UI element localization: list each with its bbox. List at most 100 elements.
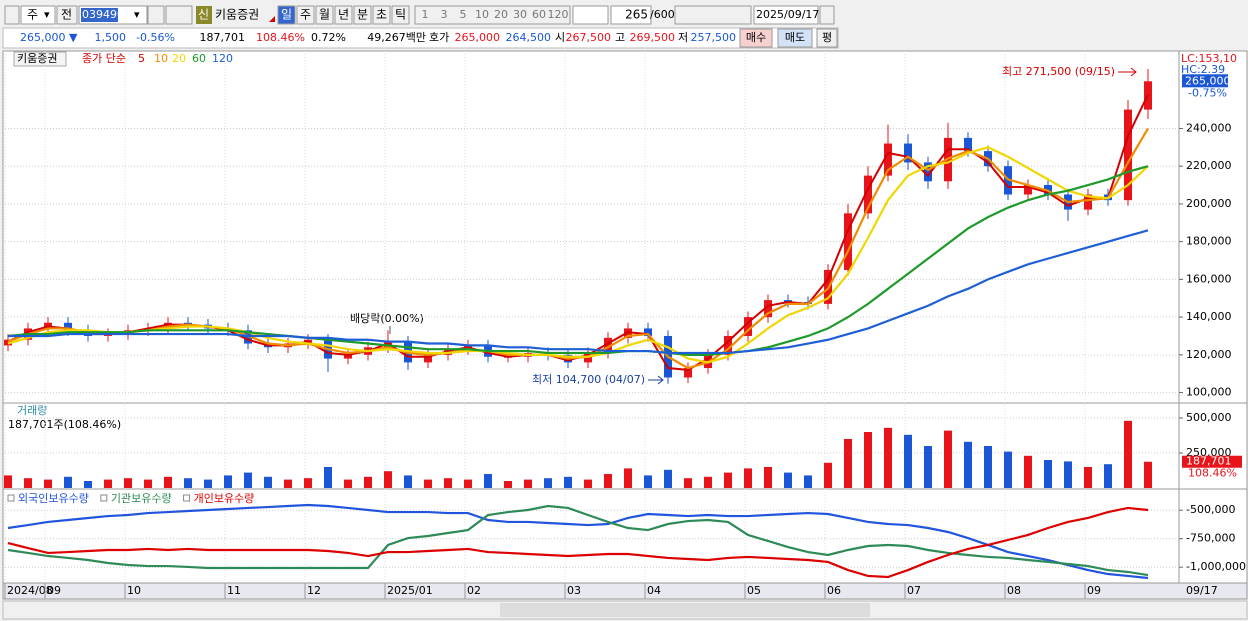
count-group — [414, 5, 571, 25]
x-tick-label: 08 — [1007, 584, 1021, 597]
volume-bar — [764, 467, 772, 488]
count: 30 — [513, 8, 527, 21]
volume-bar — [604, 474, 612, 488]
legend-entry[interactable]: 외국인보유수량 — [18, 492, 89, 505]
count: 120 — [548, 8, 569, 21]
info-turnover: 0.72% — [311, 31, 346, 44]
candle-body — [904, 143, 912, 163]
interval-button[interactable] — [296, 5, 315, 25]
x-axis-bar — [2, 582, 1248, 600]
x-tick-label: 12 — [307, 584, 321, 597]
bid: 264,500 — [506, 31, 552, 44]
volume-bar — [364, 476, 372, 488]
legend-entry[interactable]: 60 — [192, 52, 206, 65]
last-volume-rate: 108.46% — [1188, 467, 1237, 480]
legend-swatch — [7, 494, 15, 502]
low-annotation: 최저 104,700 (04/07) — [532, 373, 645, 386]
legend-entry[interactable]: 20 — [172, 52, 186, 65]
count: 5 — [460, 8, 467, 21]
blank-select[interactable] — [572, 5, 609, 25]
legend-entry[interactable]: 120 — [212, 52, 233, 65]
volume-bar — [184, 478, 192, 488]
volume-bar — [164, 476, 172, 488]
menu-button[interactable] — [4, 5, 20, 25]
dropdown-arrow: ▾ — [44, 8, 50, 21]
toolbar: 주 ▾ 전 039490 ▾ 신 키움증권 265 /600 2025/09/1… — [4, 5, 835, 25]
scope: 전 — [61, 8, 72, 22]
volume-bar — [904, 434, 912, 488]
tool-icons[interactable] — [674, 5, 752, 25]
code-selection — [81, 8, 118, 22]
lc-label: LC:153,10 — [1181, 52, 1237, 65]
y-tick-label: 200,000 — [1186, 197, 1232, 210]
period: 주 — [27, 8, 38, 22]
stock-tag — [13, 51, 67, 67]
period-select[interactable] — [20, 5, 56, 25]
buy-button[interactable] — [739, 28, 773, 48]
date-input[interactable] — [753, 5, 819, 25]
interval: 년 — [338, 8, 349, 22]
volume-bar — [524, 479, 532, 488]
candle-body — [604, 337, 612, 353]
date: 2025/09/17 — [756, 8, 819, 21]
candle-body — [64, 322, 72, 331]
volume-bar — [1124, 420, 1132, 488]
y-tick-label: -750,000 — [1186, 532, 1235, 545]
y-tick-label: -500,000 — [1186, 503, 1235, 516]
legend-entry[interactable]: 5 — [138, 52, 145, 65]
volume-bar — [964, 441, 972, 488]
interval-button[interactable] — [334, 5, 353, 25]
code: 039490 — [82, 8, 124, 21]
volume-bar — [624, 468, 632, 488]
volume-bar — [404, 475, 412, 488]
volume-bar — [1064, 461, 1072, 488]
bar-count-input[interactable] — [610, 5, 652, 25]
eval-button[interactable] — [816, 28, 838, 48]
volume-bar — [744, 468, 752, 488]
interval-button[interactable] — [353, 5, 372, 25]
holding-line — [7, 503, 1149, 580]
low: 257,500 — [691, 31, 737, 44]
bar-max: /600 — [650, 8, 675, 21]
search-button[interactable] — [147, 5, 165, 25]
volume-bar — [144, 479, 152, 488]
legend-entry[interactable]: 10 — [154, 52, 168, 65]
legend-swatch — [183, 494, 191, 502]
info-change: 1,500 — [95, 31, 127, 44]
volume-bar — [244, 472, 252, 488]
count: 1 — [422, 8, 429, 21]
volume-bar — [644, 475, 652, 488]
volume-bar — [724, 472, 732, 488]
volume-bar — [784, 472, 792, 488]
volume-bar — [464, 479, 472, 488]
interval-button[interactable] — [391, 5, 410, 25]
volume-bar — [704, 476, 712, 488]
open: 267,500 — [566, 31, 612, 44]
legend-entry[interactable]: 개인보유수량 — [194, 492, 255, 505]
calendar-button[interactable] — [819, 5, 835, 25]
legend-entry[interactable]: 기관보유수량 — [111, 492, 172, 505]
interval-button[interactable] — [277, 5, 296, 25]
count: 20 — [494, 8, 508, 21]
interval: 분 — [357, 8, 368, 22]
interval-button[interactable] — [372, 5, 391, 25]
info-change-rate: -0.56% — [136, 31, 175, 44]
info-amount: 49,267백만 — [367, 31, 426, 44]
sound-button[interactable] — [165, 5, 193, 25]
end-date: 09/17 — [1186, 584, 1218, 597]
x-tick-label: 11 — [227, 584, 241, 597]
sell-button[interactable] — [777, 28, 813, 48]
interval-button[interactable] — [315, 5, 334, 25]
last-volume-box — [1182, 455, 1242, 468]
volume-bar — [44, 479, 52, 488]
volume-bar — [124, 478, 132, 488]
scope-button[interactable] — [56, 5, 78, 25]
volume-bar — [444, 478, 452, 488]
candle-body — [424, 354, 432, 363]
dropdown-arrow: ▾ — [134, 8, 140, 21]
info-volume: 187,701 — [200, 31, 246, 44]
scroll-thumb[interactable] — [500, 603, 870, 617]
count: 60 — [532, 8, 546, 21]
open-label: 시 — [555, 31, 565, 44]
volume-bar — [864, 432, 872, 488]
